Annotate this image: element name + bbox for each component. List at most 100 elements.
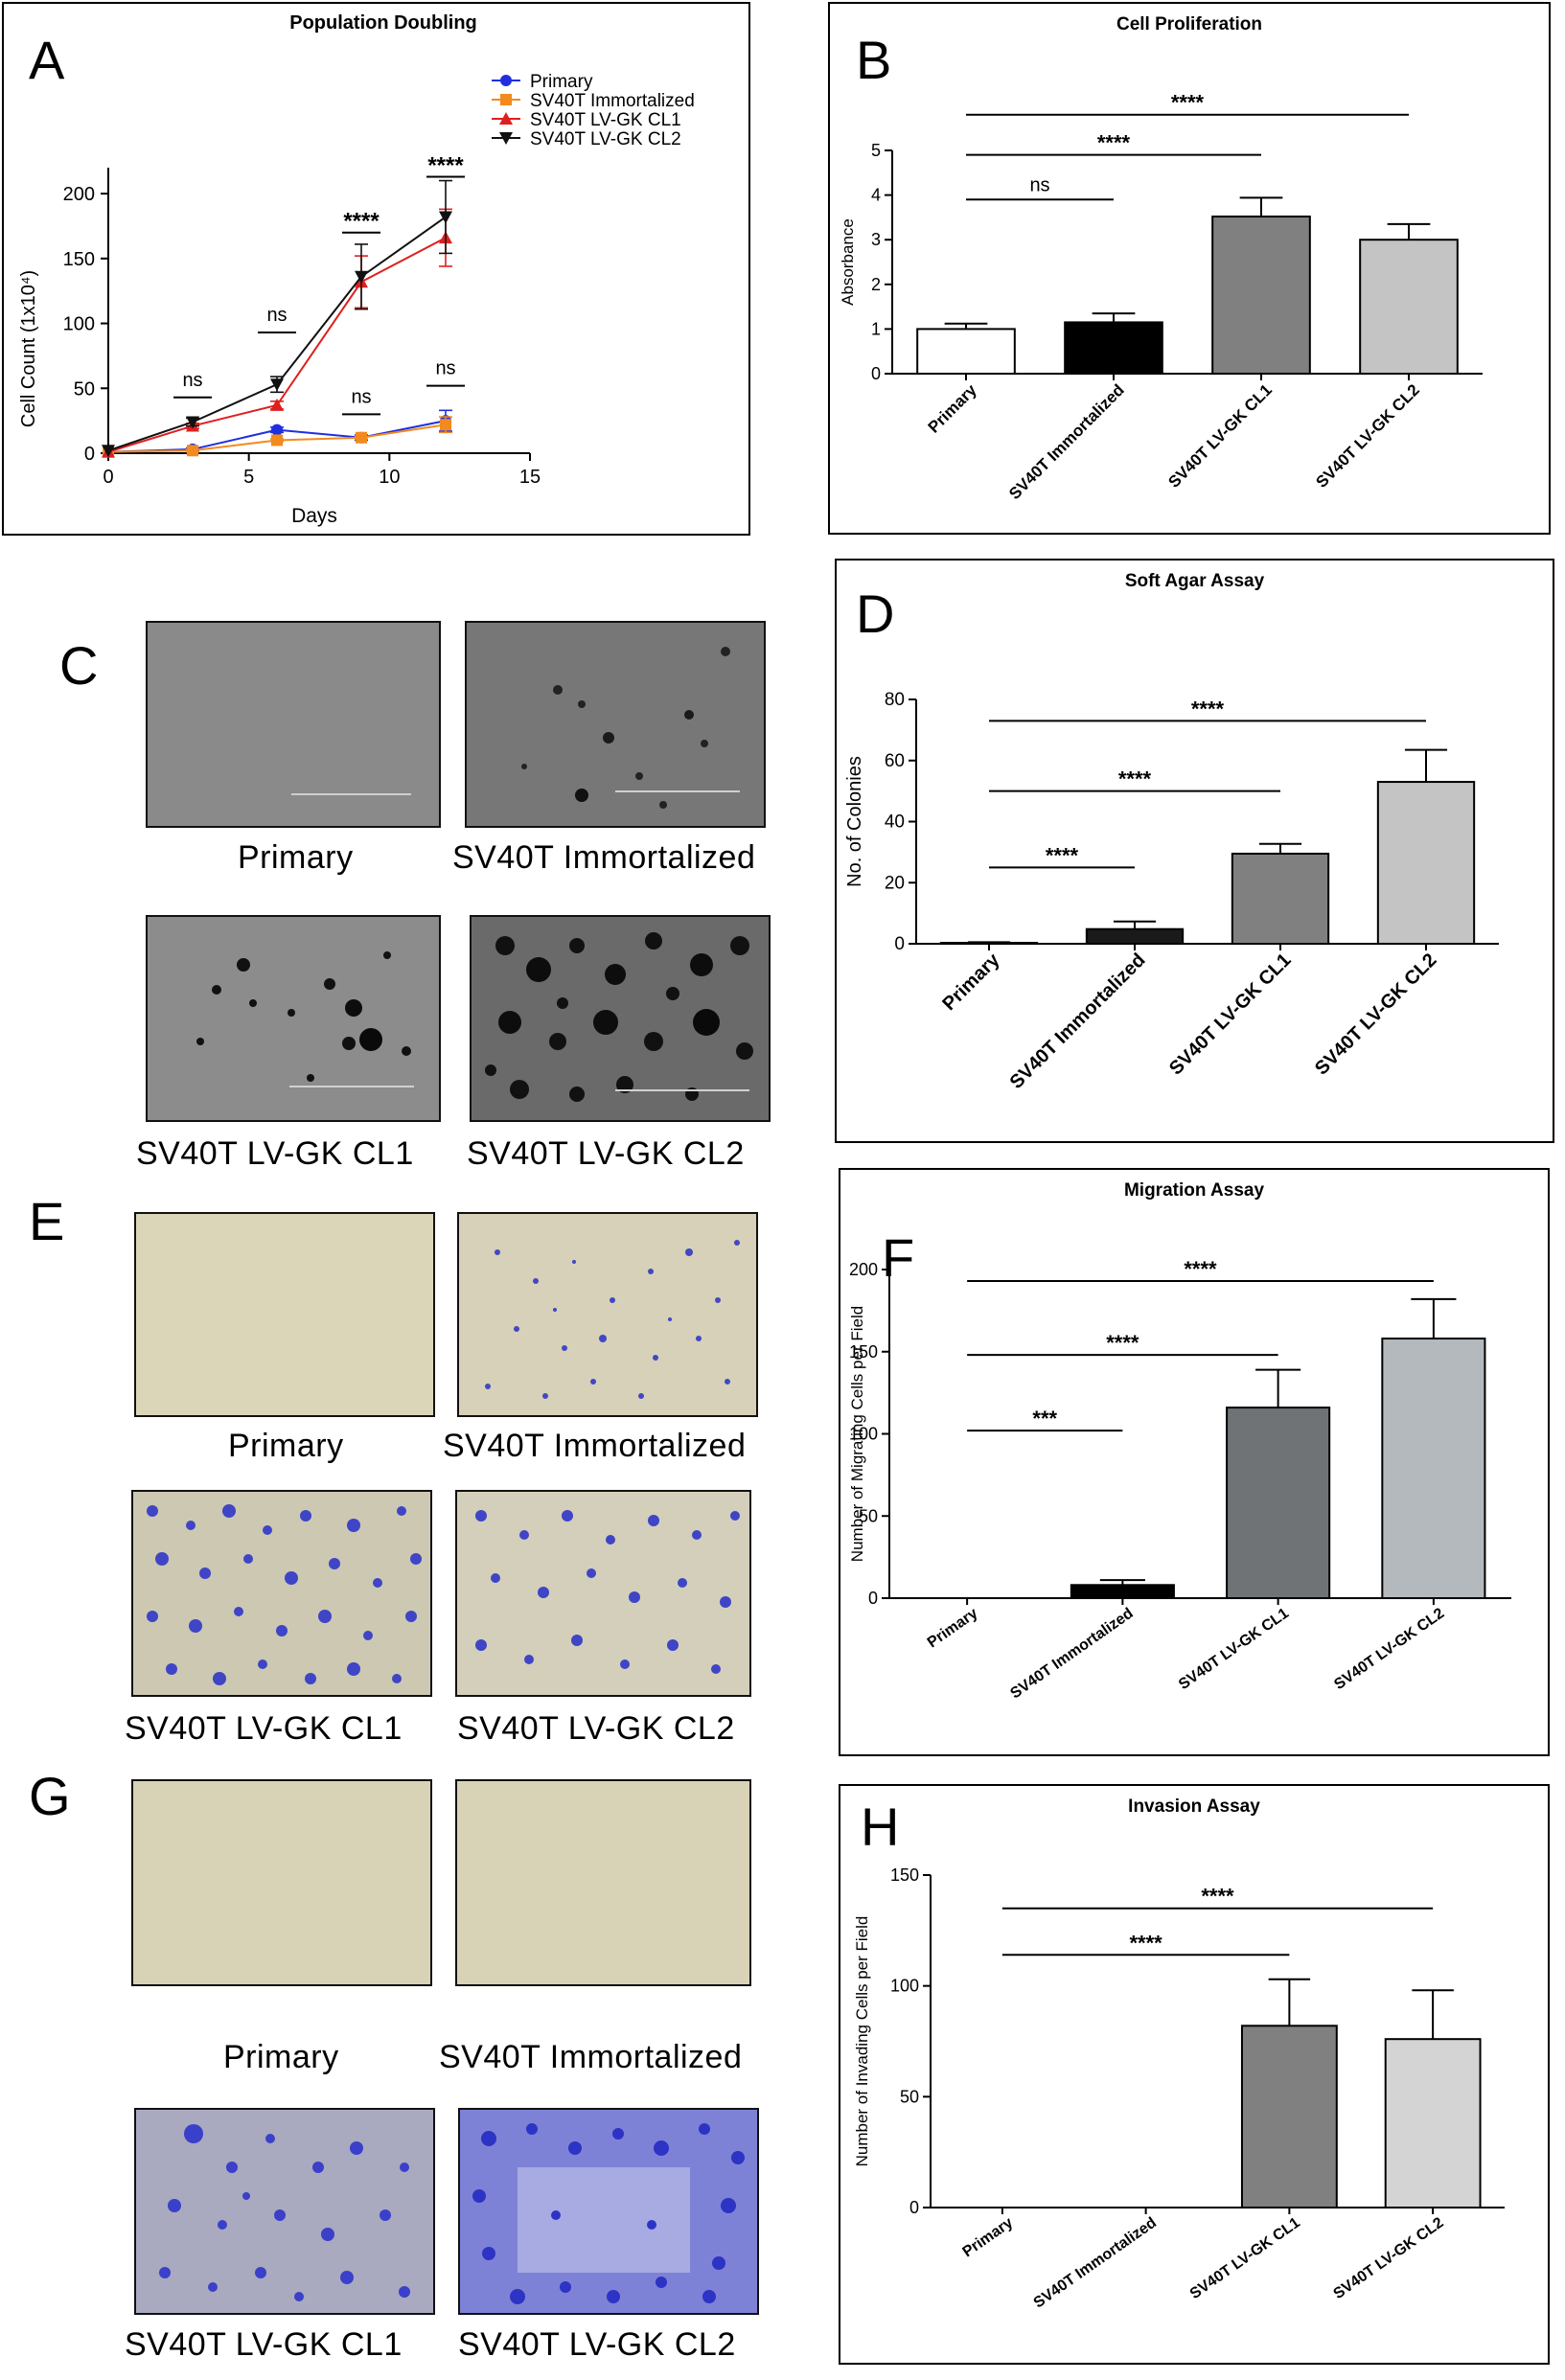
chart-d-y-tick-label: 40 — [885, 812, 905, 833]
chart-d-sig-label: **** — [1046, 843, 1079, 867]
chart-h-y-tick-label: 150 — [890, 1865, 919, 1885]
chart-d-category-label: SV40T LV-GK CL2 — [1311, 950, 1441, 1080]
migration-primary-image — [134, 1212, 435, 1417]
chart-h-category-label: SV40T Immortalized — [1031, 2214, 1160, 2311]
chart-h-y-tick-label: 100 — [890, 1977, 919, 1996]
invasion-immortalized-image — [455, 1779, 751, 1986]
chart-a-point — [187, 443, 198, 455]
chart-a-point — [102, 445, 115, 458]
soft-agar-cl2-image — [470, 915, 771, 1122]
chart-a-series-line-0 — [107, 420, 447, 453]
invasion-cl2-image — [458, 2108, 759, 2315]
chart-a-legend-label: Primary — [530, 72, 593, 92]
chart-a-y-tick-label: 50 — [74, 378, 95, 400]
chart-d-y-tick-label: 60 — [885, 751, 905, 771]
chart-a-sig-label: ns — [266, 305, 287, 326]
chart-a-point — [356, 431, 367, 444]
migration-cl2-image — [455, 1490, 751, 1697]
panel-h-frame — [839, 1784, 1550, 2365]
chart-f-title: Migration Assay — [1124, 1180, 1264, 1201]
invasion-primary-image — [131, 1779, 432, 1986]
chart-b-bar — [916, 328, 1016, 375]
chart-a-sig-label: ns — [435, 358, 455, 379]
chart-h-sig-label: **** — [1201, 1885, 1234, 1909]
chart-a-y-tick-label: 150 — [63, 249, 95, 270]
chart-d-y-label: No. of Colonies — [844, 756, 865, 887]
chart-a-series-line-2 — [107, 237, 447, 453]
panel-d-frame — [835, 559, 1554, 1143]
chart-f-sig-label: **** — [1106, 1331, 1139, 1355]
chart-d-category-label: SV40T LV-GK CL1 — [1165, 950, 1296, 1080]
chart-a-sig-label: ns — [351, 386, 371, 407]
chart-f-y-label: Number of Migrating Cells per Field — [848, 1306, 866, 1562]
panel-label-g: G — [29, 1766, 71, 1826]
chart-b-sig-label: **** — [1171, 91, 1205, 115]
caption-g-cl1: SV40T LV-GK CL1 — [125, 2326, 403, 2363]
soft-agar-cl1-image — [146, 915, 441, 1122]
chart-d-title: Soft Agar Assay — [1125, 571, 1265, 591]
chart-a-sig-label: ns — [182, 370, 202, 391]
chart-f-bar — [1381, 1338, 1486, 1600]
panel-label-h: H — [861, 1796, 900, 1857]
chart-d-bar — [1231, 852, 1330, 945]
chart-a-point — [271, 423, 283, 436]
chart-b-category-label: SV40T Immortalized — [1005, 380, 1128, 503]
chart-b-category-label: SV40T LV-GK CL1 — [1164, 380, 1275, 491]
caption-c-cl2: SV40T LV-GK CL2 — [467, 1135, 745, 1172]
soft-agar-primary-image — [146, 621, 441, 828]
chart-f-y-tick-label: 0 — [868, 1589, 878, 1608]
panel-a-frame — [2, 2, 750, 536]
chart-a-x-tick-label: 10 — [379, 467, 400, 488]
chart-a-legend-marker — [500, 75, 512, 86]
chart-b-category-label: SV40T LV-GK CL2 — [1312, 380, 1422, 491]
chart-a-title: Population Doubling — [289, 12, 477, 34]
chart-a-point — [271, 434, 283, 446]
chart-a-point — [186, 419, 199, 432]
chart-a-legend-label: SV40T LV-GK CL1 — [530, 110, 681, 130]
soft-agar-immortalized-image — [465, 621, 766, 828]
chart-h-y-tick-label: 0 — [909, 2198, 919, 2217]
chart-b-y-label: Absorbance — [839, 218, 857, 306]
chart-a-legend-marker — [499, 132, 513, 145]
chart-d-y-tick-label: 0 — [894, 934, 905, 954]
chart-f-category-label: SV40T LV-GK CL1 — [1176, 1605, 1292, 1693]
chart-b-y-tick-label: 1 — [871, 319, 881, 338]
chart-b-y-tick-label: 0 — [871, 364, 881, 383]
chart-h-category-label: SV40T LV-GK CL1 — [1187, 2214, 1303, 2302]
panel-label-a: A — [29, 30, 65, 90]
caption-g-cl2: SV40T LV-GK CL2 — [458, 2326, 736, 2363]
chart-b-bar — [1064, 321, 1163, 376]
chart-a-point — [270, 398, 284, 411]
chart-f-bar — [1070, 1584, 1175, 1600]
caption-g-immortalized: SV40T Immortalized — [439, 2039, 743, 2075]
chart-a-sig-label: **** — [343, 209, 380, 235]
chart-b-y-tick-label: 5 — [871, 141, 881, 160]
chart-d-sig-label: **** — [1118, 767, 1152, 791]
chart-d-category-label: Primary — [938, 949, 1004, 1015]
caption-g-primary: Primary — [223, 2039, 339, 2075]
chart-a-y-tick-label: 200 — [63, 184, 95, 205]
chart-h-y-tick-label: 50 — [900, 2087, 919, 2106]
chart-a-legend-label: SV40T LV-GK CL2 — [530, 129, 681, 149]
chart-b-bar — [1359, 239, 1459, 375]
caption-c-immortalized: SV40T Immortalized — [452, 839, 756, 876]
chart-h-category-label: Primary — [960, 2214, 1017, 2260]
caption-e-cl2: SV40T LV-GK CL2 — [457, 1710, 735, 1747]
chart-a-x-tick-label: 15 — [519, 467, 541, 488]
chart-b-sig-label: **** — [1097, 131, 1131, 155]
chart-a-point — [270, 378, 284, 392]
chart-a-point — [187, 445, 198, 457]
panel-label-d: D — [856, 584, 895, 644]
chart-a-point — [103, 446, 114, 458]
chart-d-bar — [939, 942, 1039, 946]
panel-label-c: C — [59, 635, 99, 696]
chart-f-category-label: SV40T Immortalized — [1007, 1605, 1136, 1702]
chart-a-x-tick-label: 0 — [103, 467, 113, 488]
chart-a-x-label: Days — [291, 505, 337, 527]
chart-a-point — [103, 446, 114, 458]
chart-a-point — [355, 275, 368, 288]
chart-a-legend-label: SV40T Immortalized — [530, 91, 695, 111]
chart-f-category-label: SV40T LV-GK CL2 — [1331, 1605, 1447, 1693]
chart-b-category-label: Primary — [925, 380, 981, 437]
